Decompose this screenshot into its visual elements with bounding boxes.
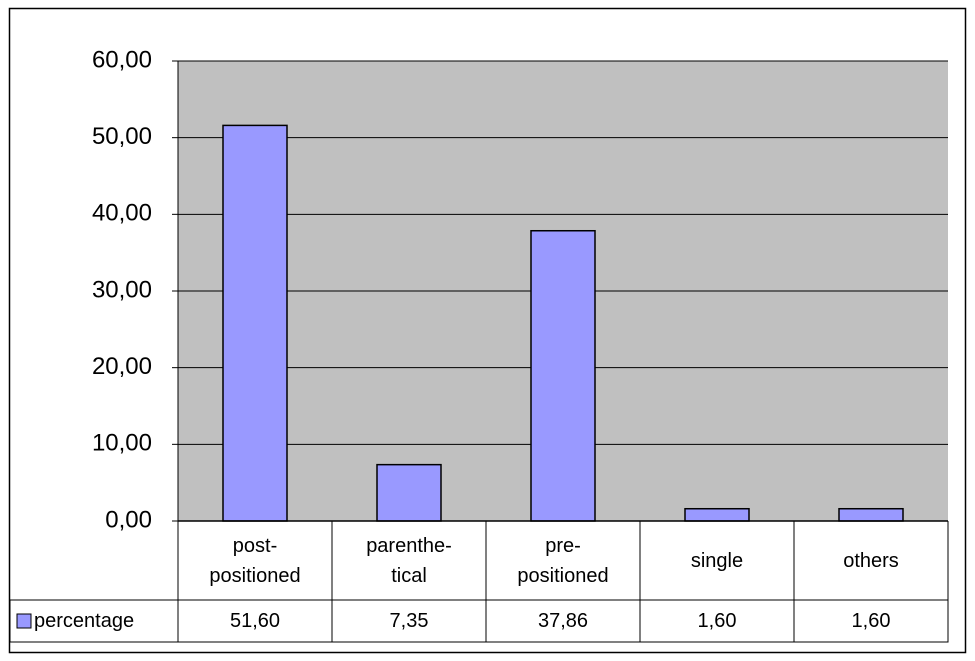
value-label: 51,60 (229, 610, 281, 632)
value-label: 7,35 (389, 610, 429, 632)
bar (838, 507, 904, 522)
bar (684, 507, 750, 522)
y-tick-label: 10,00 (92, 430, 152, 457)
value-label: 1,60 (697, 610, 737, 632)
x-tick-label: post- positioned (209, 534, 301, 587)
table-cell (793, 599, 949, 643)
x-tick-label: single (690, 549, 744, 572)
bar (222, 124, 288, 522)
y-tick-label: 0,00 (105, 506, 152, 533)
x-tick-label: parenthe- tical (366, 534, 452, 587)
y-tick-label: 20,00 (92, 353, 152, 380)
value-label: 37,86 (537, 610, 589, 632)
bar (376, 463, 442, 522)
legend-label: percentage (34, 610, 135, 632)
x-tick-label: pre- positioned (517, 534, 609, 587)
x-tick-label: others (843, 549, 899, 572)
y-tick-label: 50,00 (92, 123, 152, 150)
y-tick-label: 40,00 (92, 200, 152, 227)
legend-swatch (16, 613, 32, 629)
y-tick-label: 30,00 (92, 276, 152, 303)
bar (530, 229, 596, 522)
value-label: 1,60 (851, 610, 891, 632)
y-tick-label: 60,00 (92, 46, 152, 73)
